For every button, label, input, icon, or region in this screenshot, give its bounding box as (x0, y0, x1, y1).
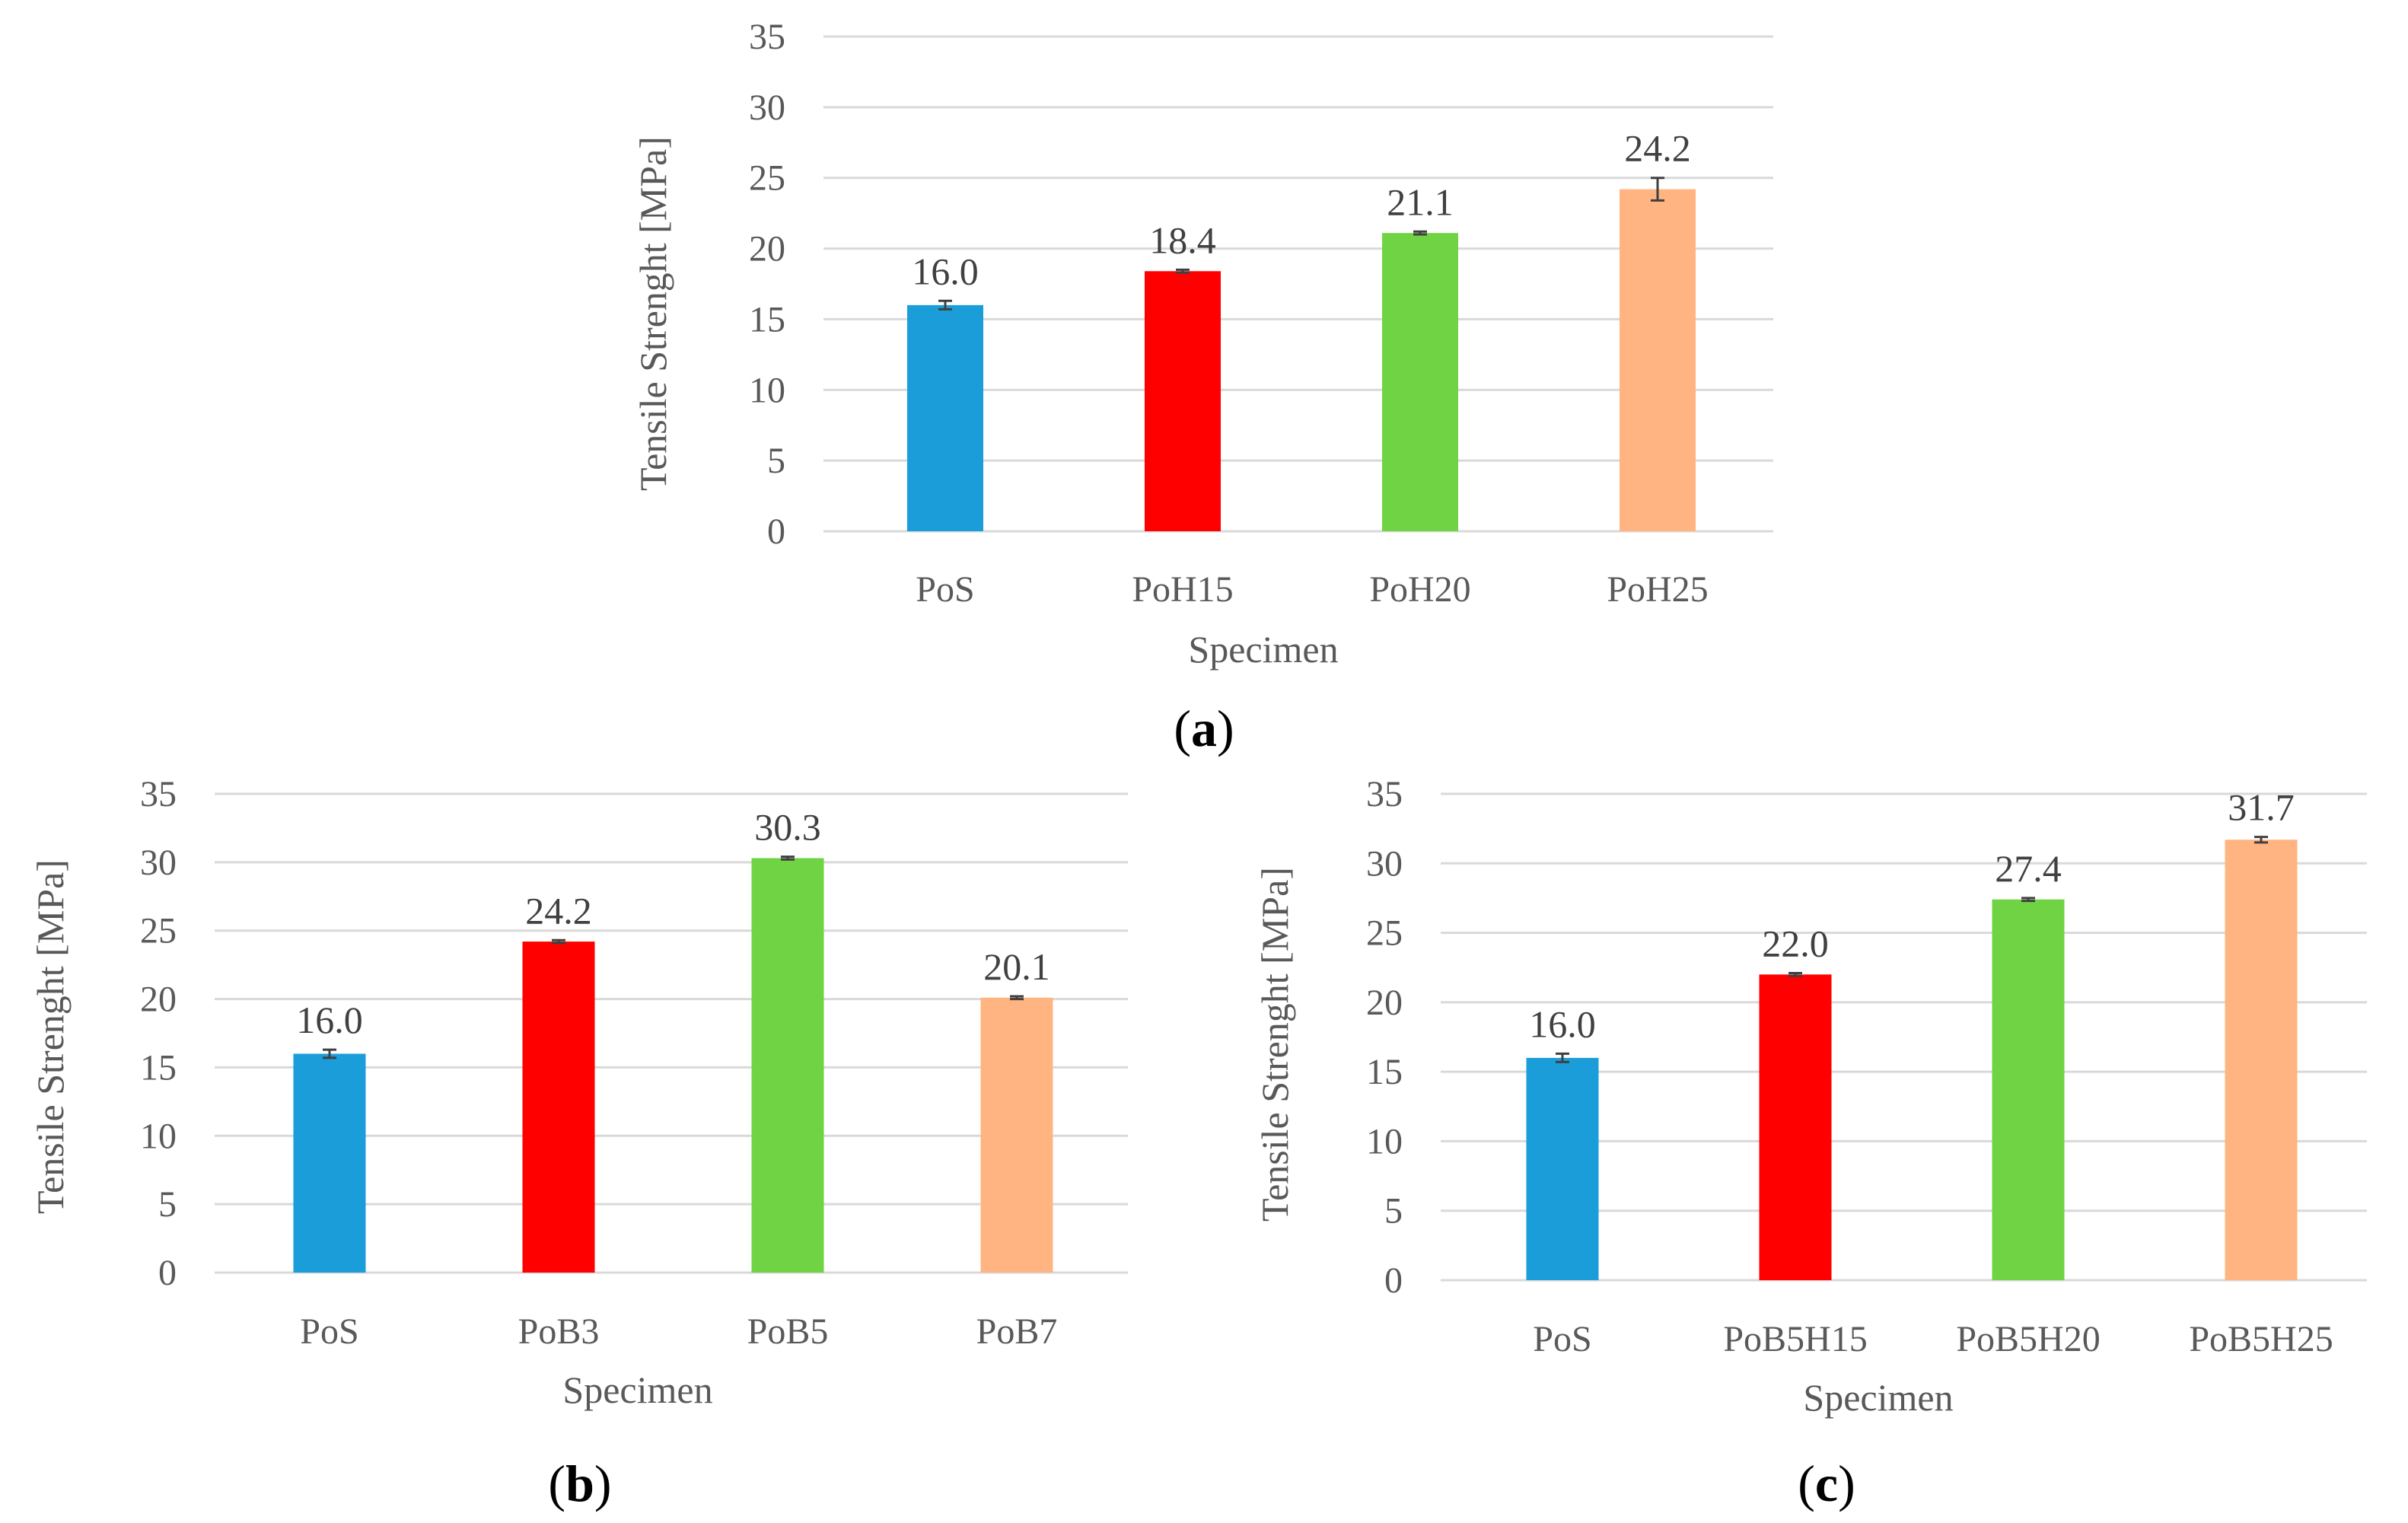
x-tick-label: PoB5H20 (1956, 1319, 2100, 1359)
y-tick-label: 10 (1366, 1121, 1403, 1161)
panel-label-letter: b (565, 1454, 594, 1512)
y-tick-label: 15 (749, 299, 785, 339)
y-tick-label: 5 (1384, 1191, 1403, 1231)
y-tick-label: 25 (749, 158, 785, 199)
x-axis-title: Specimen (1188, 628, 1338, 671)
panel-label-open: ( (1798, 1454, 1815, 1512)
data-label: 16.0 (912, 250, 979, 292)
data-label: 31.7 (2228, 786, 2295, 829)
y-tick-label: 15 (1366, 1052, 1403, 1092)
data-label: 30.3 (754, 806, 821, 849)
panel-label-close: ) (1838, 1454, 1855, 1512)
y-tick-label: 5 (158, 1184, 177, 1225)
x-tick-label: PoB5H25 (2189, 1319, 2333, 1359)
x-tick-label: PoB5H15 (1723, 1319, 1867, 1359)
y-tick-label: 5 (767, 441, 785, 481)
x-tick-label: PoH20 (1369, 569, 1470, 610)
x-axis-title: Specimen (1803, 1376, 1953, 1419)
panel-label: (b) (548, 1454, 611, 1512)
bar-pob5 (751, 858, 824, 1273)
x-tick-label: PoH15 (1132, 569, 1233, 610)
y-tick-label: 0 (767, 511, 785, 552)
bar-poh25 (1620, 189, 1696, 532)
error-bar-poh15 (1176, 268, 1190, 274)
error-bar-pos (323, 1048, 336, 1059)
error-bar-poh20 (1413, 230, 1427, 236)
x-tick-label: PoB5 (747, 1311, 829, 1352)
y-tick-label: 35 (749, 17, 785, 57)
error-bar-pob5h25 (2254, 836, 2268, 844)
bar-poh20 (1382, 233, 1458, 531)
y-tick-label: 0 (1384, 1260, 1403, 1301)
y-tick-label: 10 (749, 370, 785, 410)
y-tick-label: 20 (749, 229, 785, 269)
y-axis-title: Tensile Strenght [MPa] (1253, 867, 1296, 1222)
error-bar-pob5h20 (2021, 897, 2035, 903)
y-tick-label: 10 (140, 1116, 177, 1156)
chart-panel-a: 0 5 10 15 20 25 30 35 16.0 PoS 18.4 PoH15 21.1 PoH20 2… (632, 17, 1773, 757)
panel-label-close: ) (1217, 699, 1234, 757)
panel-label-open: ( (1174, 699, 1191, 757)
data-label: 22.0 (1762, 922, 1829, 965)
x-tick-label: PoB3 (518, 1311, 600, 1352)
data-label: 18.4 (1149, 218, 1216, 261)
y-tick-label: 15 (140, 1047, 177, 1088)
bar-pob3 (522, 942, 595, 1273)
data-label: 20.1 (983, 945, 1050, 988)
bar-pob5h15 (1759, 974, 1832, 1280)
panel-label: (a) (1174, 699, 1234, 757)
error-bar-poh25 (1651, 177, 1664, 202)
data-label: 16.0 (1529, 1002, 1596, 1045)
error-bar-pob5h15 (1788, 972, 1802, 977)
y-tick-label: 0 (158, 1253, 177, 1293)
y-tick-label: 25 (1366, 913, 1403, 954)
y-tick-label: 20 (1366, 983, 1403, 1023)
y-tick-label: 30 (1366, 843, 1403, 884)
bar-pos (293, 1053, 366, 1273)
data-label: 27.4 (1995, 847, 2062, 890)
bar-pob5h20 (1992, 899, 2065, 1280)
data-label: 24.2 (1624, 127, 1691, 170)
y-axis-title: Tensile Strenght [MPa] (632, 136, 674, 491)
bar-pos (907, 304, 983, 531)
x-tick-label: PoS (916, 569, 974, 610)
error-bar-pob7 (1010, 995, 1024, 1001)
y-axis-title: Tensile Strenght [MPa] (29, 859, 72, 1214)
panel-label: (c) (1798, 1454, 1855, 1512)
bar-pob7 (980, 997, 1053, 1273)
error-bar-pob5 (781, 855, 795, 861)
x-tick-label: PoB7 (976, 1311, 1058, 1352)
bar-poh15 (1145, 271, 1221, 531)
bar-pob5h25 (2225, 840, 2298, 1280)
bar-pos (1526, 1057, 1599, 1280)
error-bar-pos (938, 299, 952, 311)
y-tick-label: 35 (1366, 774, 1403, 814)
panel-label-letter: c (1815, 1454, 1838, 1512)
y-tick-label: 30 (140, 843, 177, 883)
x-tick-label: PoS (300, 1311, 358, 1352)
chart-panel-c: 0 5 10 15 20 25 30 35 16.0 PoS 22.0 PoB5H15 27.4 PoB5… (1253, 774, 2367, 1512)
chart-panel-b: 0 5 10 15 20 25 30 35 16.0 PoS 24.2 PoB3 30.3 PoB5 20.… (29, 774, 1128, 1512)
data-label: 24.2 (525, 889, 592, 932)
panel-label-close: ) (594, 1454, 612, 1512)
y-tick-label: 35 (140, 774, 177, 814)
data-label: 21.1 (1387, 180, 1454, 223)
x-tick-label: PoS (1533, 1319, 1591, 1359)
x-axis-title: Specimen (562, 1368, 712, 1411)
y-tick-label: 30 (749, 88, 785, 128)
y-tick-label: 25 (140, 911, 177, 951)
error-bar-pos (1556, 1052, 1569, 1063)
data-label: 16.0 (296, 999, 363, 1041)
x-tick-label: PoH25 (1607, 569, 1708, 610)
error-bar-pob3 (552, 938, 565, 945)
panel-label-open: ( (548, 1454, 565, 1512)
panel-label-letter: a (1191, 699, 1217, 757)
y-tick-label: 20 (140, 980, 177, 1020)
